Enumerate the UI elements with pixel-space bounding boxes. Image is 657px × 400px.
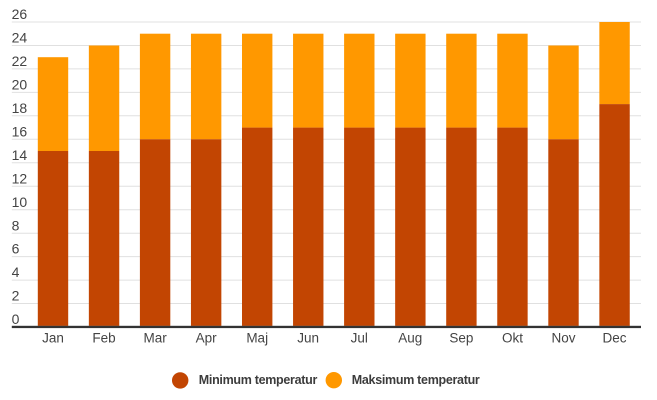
svg-text:6: 6 [12, 241, 20, 257]
svg-text:4: 4 [12, 264, 20, 280]
svg-text:20: 20 [12, 77, 28, 93]
svg-text:26: 26 [12, 6, 28, 22]
svg-text:10: 10 [12, 194, 28, 210]
svg-text:24: 24 [12, 30, 28, 46]
svg-text:Sep: Sep [449, 330, 473, 345]
svg-text:Minimum temperatur: Minimum temperatur [199, 373, 318, 387]
svg-text:Jan: Jan [42, 330, 64, 345]
svg-text:22: 22 [12, 53, 28, 69]
svg-text:0: 0 [12, 311, 20, 327]
svg-text:Maj: Maj [246, 330, 268, 345]
svg-text:Dec: Dec [602, 330, 626, 345]
svg-text:Mar: Mar [143, 330, 167, 345]
svg-text:12: 12 [12, 170, 28, 186]
svg-text:Maksimum temperatur: Maksimum temperatur [352, 373, 480, 387]
svg-text:8: 8 [12, 217, 20, 233]
svg-text:Okt: Okt [502, 330, 523, 345]
svg-text:Nov: Nov [551, 330, 575, 345]
svg-text:14: 14 [12, 147, 28, 163]
svg-text:2: 2 [12, 288, 20, 304]
svg-text:Jun: Jun [297, 330, 319, 345]
svg-text:16: 16 [12, 123, 28, 139]
svg-text:Aug: Aug [398, 330, 422, 345]
svg-text:Apr: Apr [196, 330, 218, 345]
svg-text:18: 18 [12, 100, 28, 116]
svg-text:Jul: Jul [351, 330, 368, 345]
svg-text:Feb: Feb [92, 330, 115, 345]
